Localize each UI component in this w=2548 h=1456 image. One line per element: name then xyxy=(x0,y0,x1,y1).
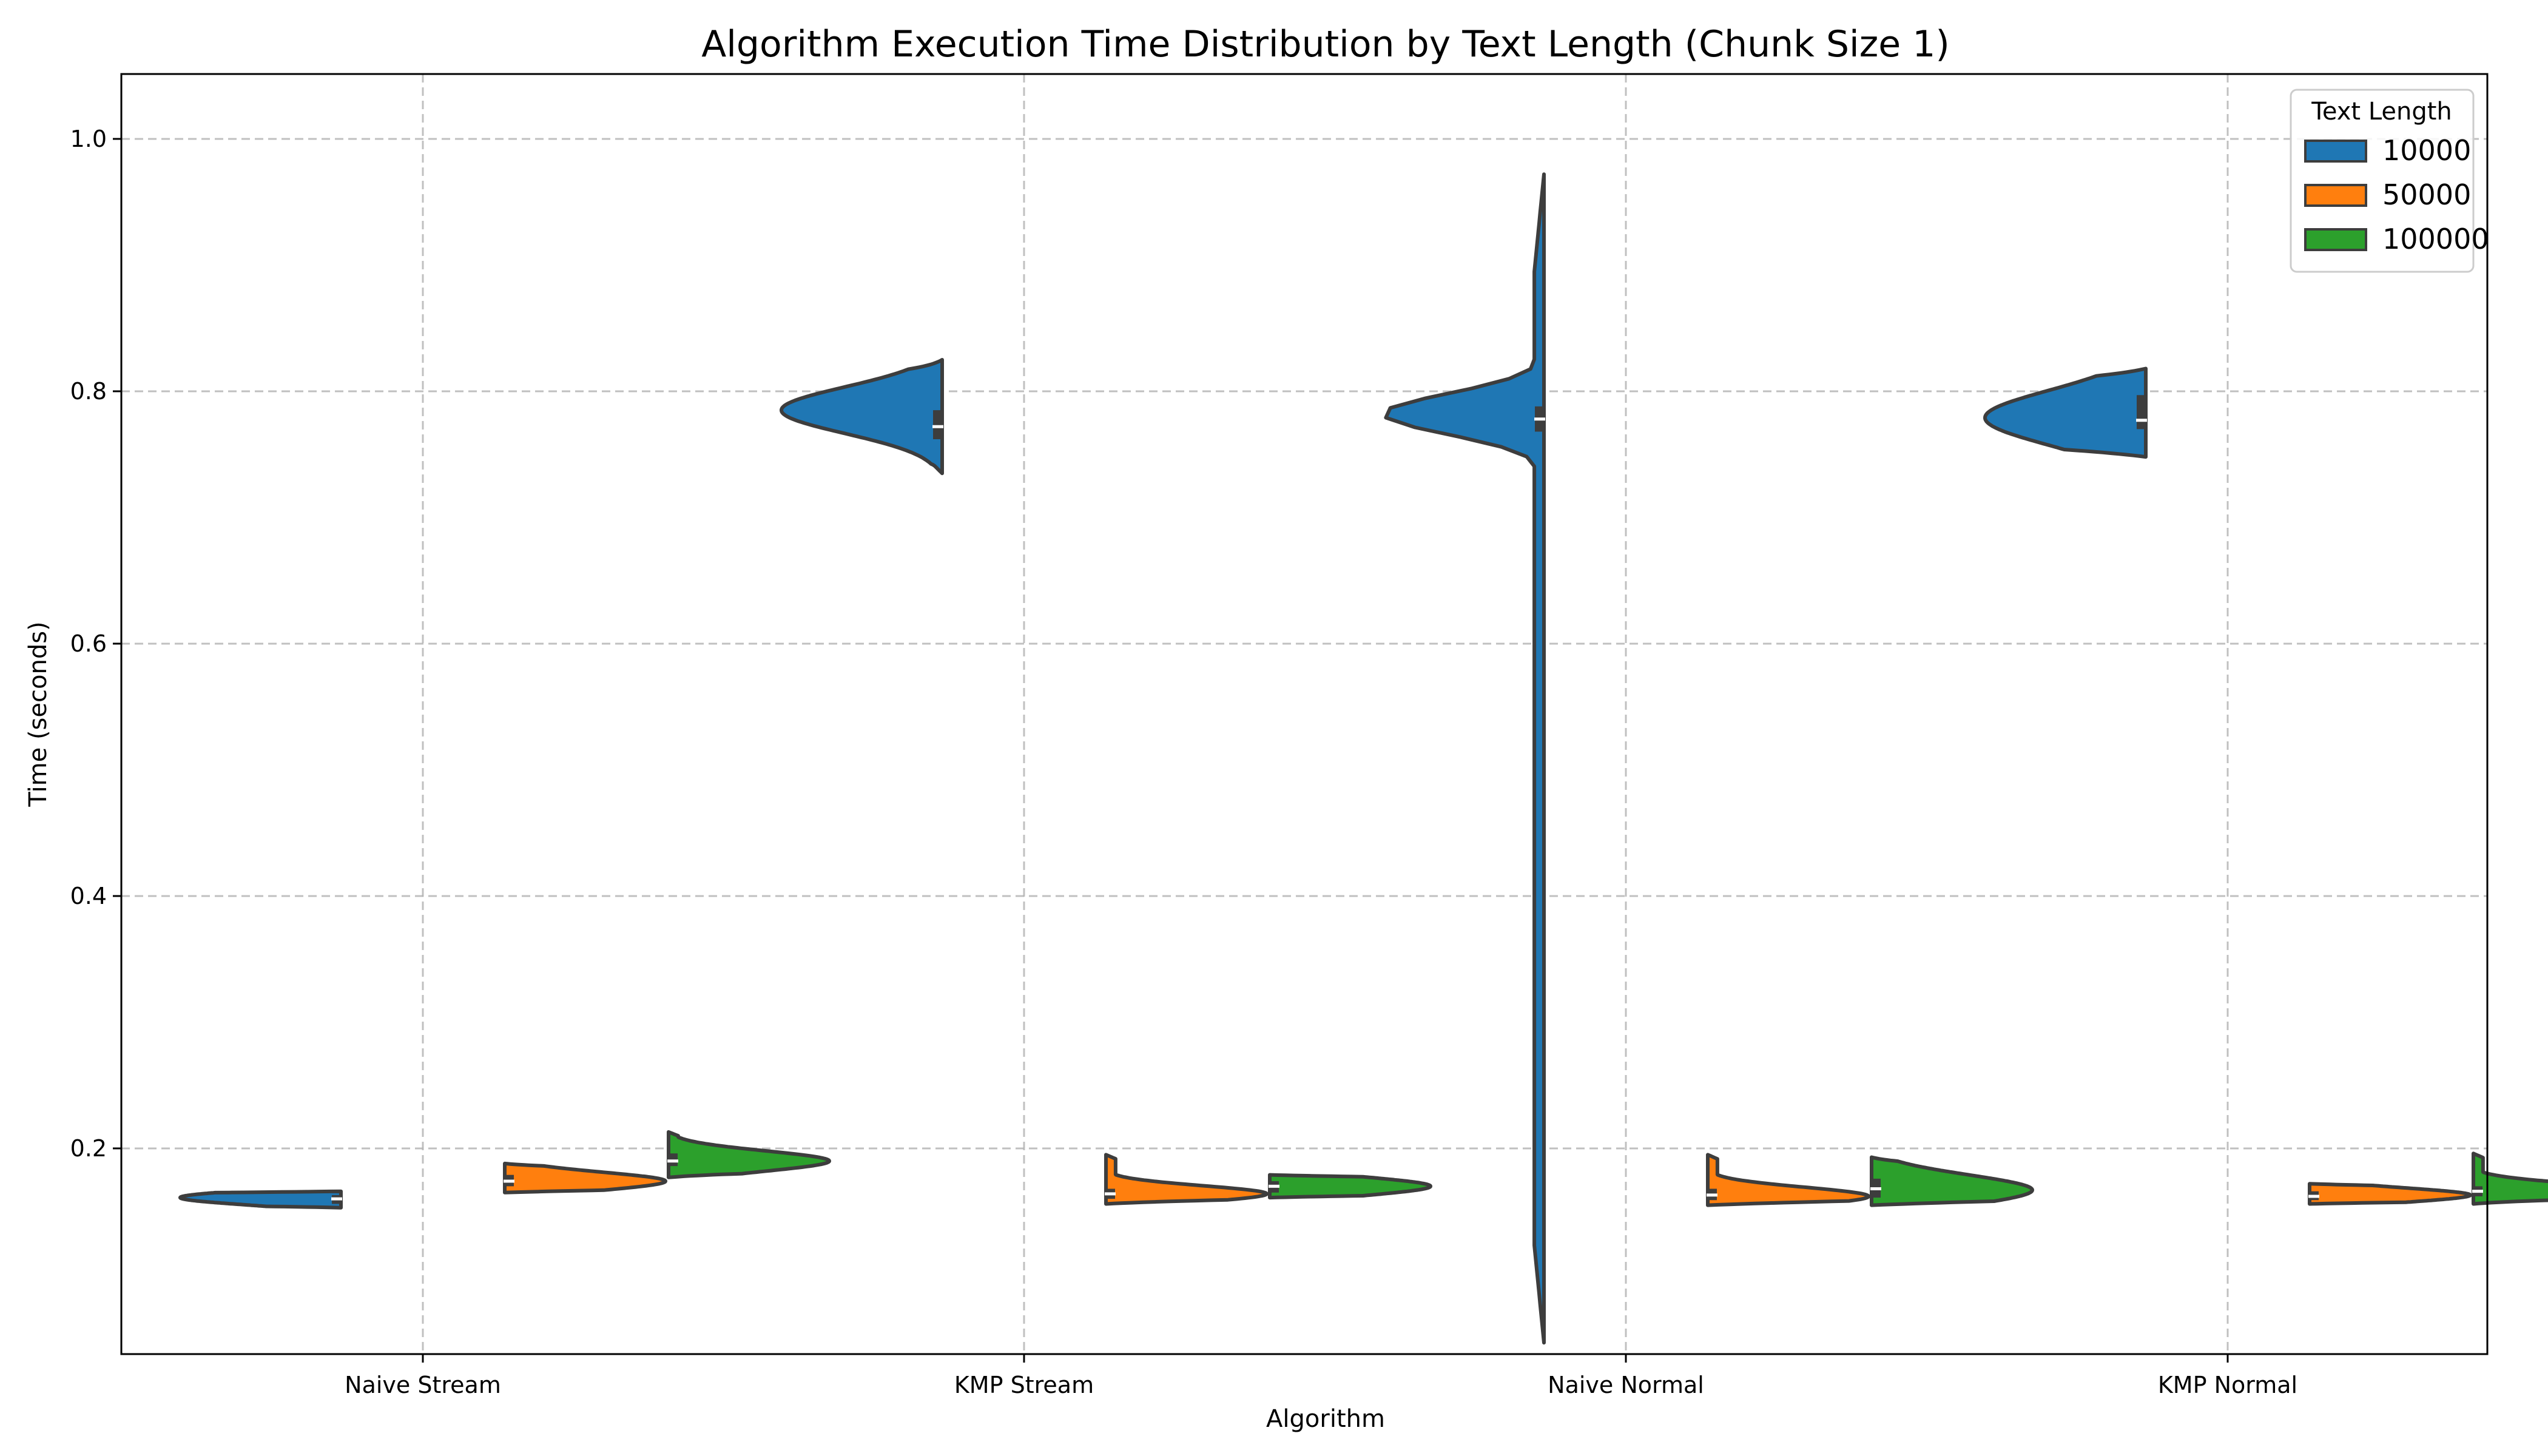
violin-body xyxy=(1983,366,2148,459)
violin-kmp-stream-10000 xyxy=(780,358,944,476)
violin-body xyxy=(667,1130,831,1179)
violin-naive-stream-10000 xyxy=(178,1189,343,1210)
legend-box xyxy=(2290,89,2475,273)
legend: Text Length 10000 50000 100000 xyxy=(2290,89,2489,273)
violin-naive-normal-10000 xyxy=(1384,172,1546,1345)
violin-kmp-stream-50000 xyxy=(1104,1153,1269,1206)
legend-label: 10000 xyxy=(2382,134,2471,167)
x-axis-ticks: Naive Stream KMP Stream Naive Normal KMP No… xyxy=(345,1354,2297,1398)
violin-body xyxy=(503,1161,667,1195)
y-tick-label: 0.2 xyxy=(70,1135,107,1162)
x-tick-label: KMP Normal xyxy=(2158,1372,2297,1398)
violin-naive-normal-50000 xyxy=(1706,1153,1870,1207)
y-tick-label: 0.6 xyxy=(70,630,107,657)
gridlines xyxy=(121,74,2487,1354)
y-axis-label: Time (seconds) xyxy=(24,621,52,807)
violin-kmp-normal-50000 xyxy=(2308,1182,2472,1206)
legend-entry-10000: 10000 xyxy=(2304,134,2471,167)
legend-entry-50000: 50000 xyxy=(2304,178,2471,211)
legend-label: 100000 xyxy=(2382,223,2489,255)
violin-body xyxy=(2308,1182,2472,1206)
violin-body xyxy=(1268,1173,1432,1200)
violin-body xyxy=(1870,1155,2034,1207)
plot-frame xyxy=(120,73,2489,1355)
violin-body xyxy=(780,358,944,476)
x-tick-label: Naive Normal xyxy=(1548,1372,1704,1398)
violin-kmp-normal-100000 xyxy=(2472,1151,2548,1206)
violins xyxy=(178,172,2548,1345)
violin-naive-normal-100000 xyxy=(1870,1155,2034,1207)
legend-swatch xyxy=(2304,184,2367,207)
legend-entry-100000: 100000 xyxy=(2304,223,2489,255)
x-tick-label: KMP Stream xyxy=(954,1372,1094,1398)
legend-title: Text Length xyxy=(2311,98,2452,126)
violin-naive-stream-100000 xyxy=(667,1130,831,1179)
y-tick-label: 1.0 xyxy=(70,126,107,152)
violin-kmp-stream-100000 xyxy=(1268,1173,1432,1200)
y-tick-label: 0.4 xyxy=(70,883,107,909)
y-tick-label: 0.8 xyxy=(70,378,107,405)
chart-title: Algorithm Execution Time Distribution by… xyxy=(701,23,1950,66)
y-axis-ticks: 0.2 0.4 0.6 0.8 1.0 xyxy=(70,126,121,1162)
legend-label: 50000 xyxy=(2382,178,2471,211)
violin-body xyxy=(2472,1151,2548,1206)
violin-body xyxy=(178,1189,343,1210)
x-tick-label: Naive Stream xyxy=(345,1372,501,1398)
legend-swatch xyxy=(2304,228,2367,251)
x-axis-label: Algorithm xyxy=(1266,1405,1385,1433)
violin-body xyxy=(1706,1153,1870,1207)
violin-naive-stream-50000 xyxy=(503,1161,667,1195)
violin-body xyxy=(1104,1153,1269,1206)
violin-body xyxy=(1384,172,1546,1345)
legend-swatch xyxy=(2304,140,2367,163)
violin-kmp-normal-10000 xyxy=(1983,366,2148,459)
